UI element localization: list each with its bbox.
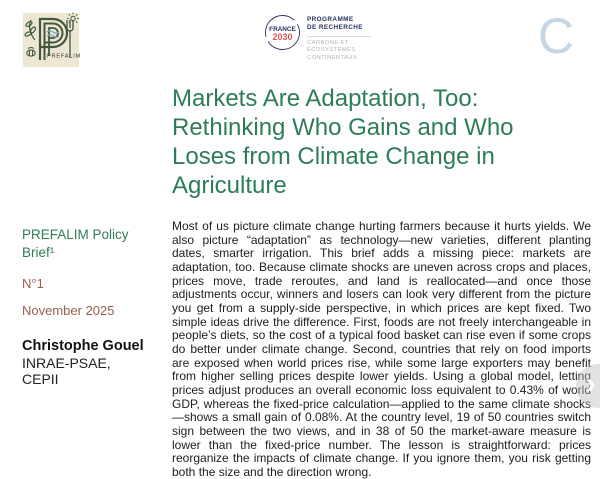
brief-series-label: PREFALIM Policy Brief¹: [22, 227, 129, 260]
seal-circle: [265, 15, 300, 50]
chevron-right-icon: ›: [586, 367, 596, 400]
cepii-logo: C: [538, 8, 575, 64]
sidebar: PREFALIM Policy Brief¹ N°1 November 2025…: [22, 226, 150, 387]
page-title: Markets Are Adaptation, Too: Rethinking …: [172, 85, 514, 199]
program-label: PROGRAMME DE RECHERCHE: [307, 16, 363, 32]
author-name: Christophe Gouel: [22, 338, 144, 354]
publication-date: November 2025: [22, 303, 115, 318]
prefalim-logo: PREFALIM: [23, 12, 81, 67]
sun-icon: [67, 12, 79, 25]
divider: [307, 35, 371, 37]
france2030-text-block: PROGRAMME DE RECHERCHE CARBONE ET ÉCOSYS…: [307, 14, 385, 63]
fork-icon: [66, 20, 74, 58]
author-affiliation: INRAE-PSAE, CEPII: [22, 355, 111, 387]
year-2030-label: 2030: [272, 32, 292, 42]
france-label: FRANCE: [269, 26, 296, 33]
bee-icon: [26, 47, 36, 57]
prefalim-wordmark: PREFALIM: [47, 54, 81, 60]
leaf-icon: [24, 19, 37, 41]
france2030-logo: FRANCE 2030 PROGRAMME DE RECHERCHE CARBO…: [264, 14, 385, 63]
water-wave-icon: [46, 30, 60, 38]
france2030-seal: FRANCE 2030: [265, 15, 300, 50]
article-paragraph: Most of us picture climate change hurtin…: [172, 219, 591, 479]
issue-number: N°1: [22, 276, 44, 291]
program-theme-label: CARBONE ET ÉCOSYSTÈMES CONTINENTAUX: [307, 39, 358, 62]
